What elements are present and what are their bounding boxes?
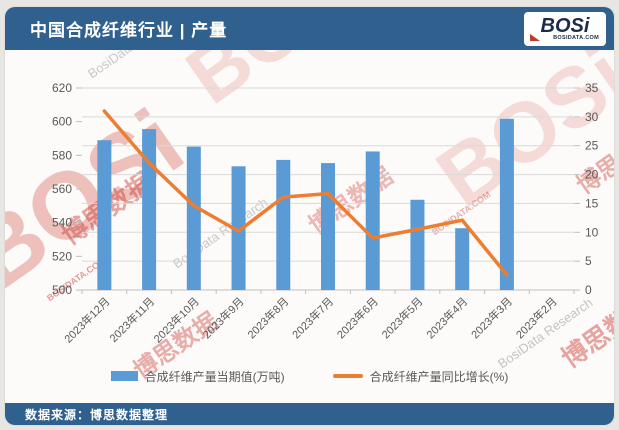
left-axis-tick-label: 560 (52, 182, 72, 196)
watermark-cn: 博思数据 (55, 166, 159, 251)
right-axis-tick-label: 35 (585, 81, 599, 95)
bar-series-swatch (110, 371, 138, 381)
category-label: 2023年8月 (244, 294, 291, 341)
watermark-en: BosiData Research (170, 194, 271, 272)
watermark-cn: 博思数据 (572, 122, 614, 200)
bar (365, 151, 380, 290)
left-axis-tick-label: 540 (52, 216, 72, 230)
report-card: BOSi BOSi BOSi BOSi 博思数据 博思数据 博思数据 博思数据 … (5, 7, 614, 425)
category-label: 2023年2月 (513, 294, 560, 341)
left-axis-tick-label: 620 (52, 81, 72, 95)
left-axis-tick-label: 500 (52, 283, 72, 297)
line-series (102, 109, 509, 277)
right-axis-tick-label: 20 (585, 168, 599, 182)
footer-bar: 数据来源：博思数据整理 (5, 403, 614, 425)
right-axis-tick-label: 25 (585, 139, 599, 153)
logo-domain-text: BOSIDATA.COM (553, 34, 599, 41)
right-axis-tick-label: 15 (585, 196, 599, 210)
category-label: 2023年7月 (289, 294, 336, 341)
bar (276, 159, 291, 290)
watermark-bosi: BOSi (5, 89, 202, 310)
header-bar: 中国合成纤维行业 | 产量 BOSi BOSIDATA.COM (5, 7, 614, 50)
bar (499, 118, 514, 291)
category-label: 2023年12月 (61, 294, 112, 345)
right-axis-tick-label: 30 (585, 110, 599, 124)
left-axis-tick-label: 520 (52, 249, 72, 263)
watermark-bosi: BOSi (420, 28, 614, 226)
category-label: 2023年6月 (334, 294, 381, 341)
chart-legend: 合成纤维产量当期值(万吨) 合成纤维产量同比增长(%) (5, 367, 614, 385)
watermark-domain: BOSIDATA.COM (430, 189, 493, 238)
bar (410, 199, 425, 290)
logo-triangle-icon (530, 33, 540, 41)
line-series-label: 合成纤维产量同比增长(%) (369, 369, 509, 384)
page-title: 中国合成纤维行业 | 产量 (30, 21, 228, 40)
bar (231, 166, 246, 290)
watermark-en: BosiData Research (495, 294, 596, 372)
watermark-layer: BOSi BOSi BOSi BOSi 博思数据 博思数据 博思数据 博思数据 … (5, 7, 614, 425)
bar (455, 228, 470, 290)
bar-series-label: 合成纤维产量当期值(万吨) (144, 369, 285, 384)
category-label: 2023年9月 (200, 294, 247, 341)
legend-item-line-series: 合成纤维产量同比增长(%) (332, 368, 509, 385)
watermark-cn: 博思数据 (304, 162, 399, 240)
left-axis-tick-label: 600 (52, 115, 72, 129)
legend-item-bar-series: 合成纤维产量当期值(万吨) (110, 368, 285, 385)
bar (186, 146, 201, 290)
left-axis-tick-label: 580 (52, 148, 72, 162)
watermark-domain: BOSIDATA.COM (45, 255, 108, 304)
bosi-logo: BOSi BOSIDATA.COM (524, 11, 606, 46)
category-label: 2023年5月 (378, 294, 425, 341)
bar (142, 129, 157, 290)
category-label: 2023年11月 (106, 294, 157, 345)
logo-wordmark: BOSi (540, 14, 590, 37)
right-axis-tick-label: 5 (585, 254, 592, 268)
right-axis-tick-label: 10 (585, 225, 599, 239)
data-source-text: 数据来源：博思数据整理 (25, 407, 169, 422)
watermark-cn: 博思数据 (555, 289, 614, 374)
category-label: 2023年3月 (468, 294, 515, 341)
bar (321, 163, 335, 290)
category-label: 2023年4月 (423, 294, 470, 341)
bar (97, 140, 112, 290)
chart-svg: 500 520 540 560 580 600 620 0 5 10 15 20 25 30 35 2023年… (52, 81, 599, 346)
category-label: 2023年10月 (151, 294, 202, 345)
line-series-swatch (332, 374, 363, 378)
right-axis-tick-label: 0 (585, 283, 592, 297)
